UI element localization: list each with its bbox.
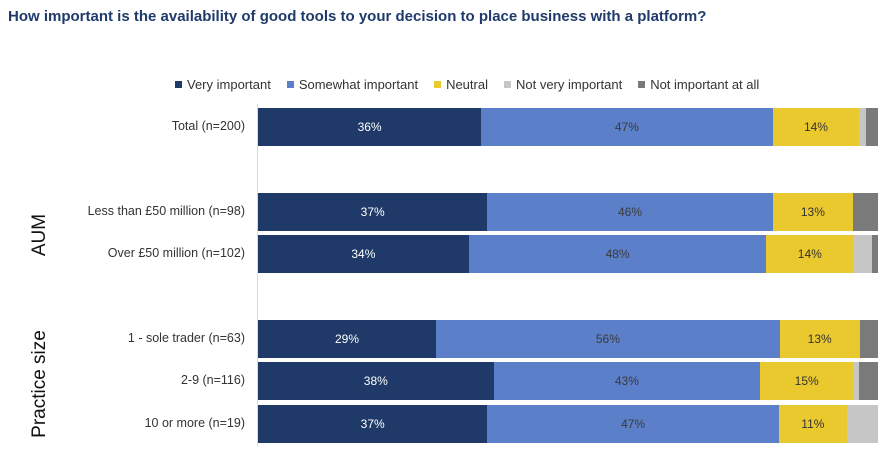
category-label: Total (n=200) [171,119,245,133]
data-label: 48% [605,247,630,261]
category-label: 10 or more (n=19) [144,416,245,430]
bar-segment: 13% [772,193,854,231]
bar-row: 34% 48% 14% [258,235,878,273]
bar-segment: 14% [766,235,854,273]
legend-swatch [503,80,511,88]
bar-segment: 37% [258,405,488,443]
data-label: 34% [351,247,376,261]
bar-segment: 13% [779,320,860,358]
data-label: 37% [360,205,385,219]
legend-swatch [638,80,646,88]
data-label: 15% [794,374,819,388]
data-label: 36% [357,120,382,134]
legend-label: Not very important [515,76,623,92]
legend-label: Very important [187,76,271,92]
category-label: Less than £50 million (n=98) [87,204,245,218]
legend-label: Not important at all [650,76,760,92]
legend-label: Somewhat important [298,76,419,92]
data-label: 46% [617,205,642,219]
group-label: Practice size [29,330,50,438]
bar-segment: 11% [778,405,847,443]
bar-segment: 37% [258,193,488,231]
bar-segment: 48% [468,235,767,273]
data-label: 37% [360,417,385,431]
data-label: 14% [797,247,822,261]
bar-row: 29% 56% 13% [258,320,878,358]
bar-row: 38% 43% 15% [258,362,878,400]
legend-item: Somewhat important [286,76,419,92]
bar-segment: 38% [258,362,494,400]
category-label: 2-9 (n=116) [180,373,245,387]
legend-item: Very important [175,77,271,92]
bar-segment: 36% [258,108,482,146]
bar-segment [859,108,866,146]
bar-segment: 46% [487,193,773,231]
bar-segment: 34% [258,235,469,273]
data-label: 14% [803,120,828,134]
bar-segment: 43% [493,362,761,400]
data-label: 43% [614,374,639,388]
legend-swatch [286,80,294,88]
category-label: 1 - sole trader (n=63) [127,331,245,345]
bar-row: 37% 47% 11% [258,405,878,443]
bar-segment [853,193,878,231]
data-label: 13% [800,205,825,219]
data-label: 56% [595,332,620,346]
bar-segment [871,235,878,273]
bar-segment [846,405,878,443]
data-label: 29% [334,332,360,346]
chart-legend: Very important Somewhat important Neutral N… [175,76,775,92]
legend-swatch [175,80,182,88]
bar-row: 37% 46% 13% [258,193,878,231]
category-label: Over £50 million (n=102) [107,246,245,260]
data-label: 47% [621,417,646,431]
bar-segment: 47% [487,405,779,443]
bar-segment: 14% [772,108,860,146]
bar-segment [865,108,878,146]
bar-segment: 47% [481,108,773,146]
bar-segment [853,362,860,400]
bar-row: 36% 47% 14% [258,108,878,146]
legend-swatch [434,80,442,88]
bar-segment: 15% [760,362,854,400]
bar-segment [859,320,878,358]
bar-segment: 29% [258,320,437,358]
data-label: 13% [807,332,832,346]
bar-segment: 56% [436,320,780,358]
group-label: AUM [29,213,50,257]
bar-segment [859,362,878,400]
data-label: 11% [801,417,825,431]
category-axis-line [257,104,258,446]
bar-segment [853,235,872,273]
legend-item: Neutral [434,77,488,92]
data-label: 47% [614,120,639,134]
data-label: 38% [363,374,388,388]
legend-item: Not important at all [638,77,759,92]
legend-label: Neutral [446,76,488,92]
chart-title: How important is the availability of goo… [8,8,707,25]
legend-item: Not very important [503,76,623,92]
